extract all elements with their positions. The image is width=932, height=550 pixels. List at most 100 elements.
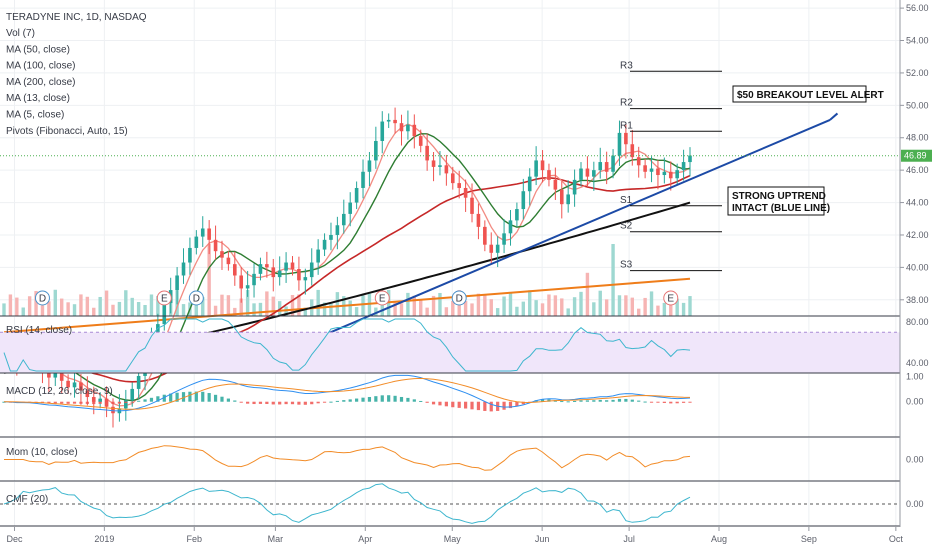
volume-bar-23 bbox=[149, 294, 154, 316]
candle-body-98 bbox=[630, 144, 635, 158]
volume-bar-32 bbox=[207, 244, 211, 316]
event-marker-0: D bbox=[34, 290, 50, 306]
event-marker-5: E bbox=[663, 290, 679, 306]
volume-bar-16 bbox=[104, 290, 109, 316]
ma200-line bbox=[3, 277, 691, 334]
candle-body-19 bbox=[124, 400, 128, 409]
macd-hist-12 bbox=[79, 401, 83, 404]
volume-bar-81 bbox=[521, 301, 526, 316]
macd-hist-52 bbox=[335, 400, 339, 402]
macd-line bbox=[3, 374, 691, 412]
volume-bar-93 bbox=[598, 290, 602, 316]
macd-hist-9 bbox=[60, 401, 64, 404]
volume-bar-11 bbox=[72, 304, 77, 316]
candle-body-70 bbox=[450, 173, 455, 184]
macd-hist-70 bbox=[451, 401, 455, 408]
macd-hist-78 bbox=[502, 401, 506, 410]
candle-body-93 bbox=[598, 162, 603, 171]
volume-bar-107 bbox=[688, 296, 692, 316]
event-marker-4: D bbox=[451, 290, 467, 306]
macd-hist-27 bbox=[175, 392, 179, 402]
macd-hist-64 bbox=[412, 399, 416, 402]
macd-hist-57 bbox=[367, 396, 372, 402]
macd-hist-43 bbox=[278, 401, 282, 405]
candle-body-37 bbox=[239, 275, 244, 289]
candle-body-107 bbox=[688, 155, 692, 163]
candle-body-44 bbox=[284, 262, 288, 271]
candle-body-106 bbox=[681, 162, 686, 171]
time-tick-label-7: Jul bbox=[623, 534, 635, 544]
candle-body-32 bbox=[207, 228, 211, 240]
time-tick-label-3: Mar bbox=[268, 534, 284, 544]
macd-hist-72 bbox=[464, 401, 468, 409]
macd-hist-20 bbox=[130, 401, 134, 403]
volume-bar-68 bbox=[438, 292, 442, 316]
candle-body-91 bbox=[585, 168, 590, 177]
macd-hist-102 bbox=[656, 401, 660, 403]
legend-entry-1: MA (50, close) bbox=[6, 44, 70, 55]
candle-body-80 bbox=[515, 209, 519, 221]
event-marker-label-3: E bbox=[379, 294, 386, 305]
time-tick-label-1: 2019 bbox=[94, 534, 114, 544]
macd-hist-79 bbox=[508, 401, 513, 409]
candle-body-43 bbox=[277, 270, 282, 278]
event-marker-circle-2 bbox=[188, 290, 204, 306]
time-axis bbox=[0, 527, 932, 550]
macd-hist-24 bbox=[156, 396, 160, 402]
macd-hist-73 bbox=[470, 401, 474, 410]
candle-body-84 bbox=[540, 160, 545, 171]
pivot-label-3: S1 bbox=[620, 195, 633, 206]
event-marker-circle-0 bbox=[34, 290, 50, 306]
volume-bar-88 bbox=[566, 308, 570, 316]
volume-bar-7 bbox=[47, 301, 51, 316]
volume-bar-99 bbox=[637, 308, 641, 316]
volume-bar-45 bbox=[290, 294, 295, 316]
candle-body-73 bbox=[470, 197, 474, 214]
candle-body-52 bbox=[335, 225, 340, 235]
macd-hist-19 bbox=[124, 401, 128, 403]
candle-body-20 bbox=[130, 388, 135, 401]
time-tick-label-6: Jun bbox=[535, 534, 550, 544]
volume-bar-55 bbox=[354, 307, 359, 316]
rsi-line bbox=[3, 318, 691, 372]
macd-hist-80 bbox=[515, 401, 519, 407]
volume-bar-86 bbox=[553, 295, 558, 316]
macd-hist-63 bbox=[406, 397, 410, 402]
rsi-label: RSI (14, close) bbox=[6, 325, 72, 336]
candle-body-13 bbox=[85, 390, 90, 398]
volume-bar-87 bbox=[560, 298, 564, 316]
candle-body-45 bbox=[290, 262, 295, 270]
volume-bar-18 bbox=[117, 301, 122, 316]
macd-hist-60 bbox=[387, 395, 391, 402]
volume-bar-94 bbox=[604, 299, 609, 316]
macd-hist-42 bbox=[271, 401, 275, 405]
macd-hist-107 bbox=[688, 401, 692, 403]
candle-body-102 bbox=[656, 168, 660, 176]
macd-hist-33 bbox=[213, 394, 218, 402]
candle-body-21 bbox=[136, 375, 141, 389]
volume-bar-65 bbox=[419, 299, 423, 316]
macd-tick-label-1: 0.00 bbox=[906, 397, 924, 407]
candle-body-78 bbox=[502, 233, 506, 245]
volume-bar-106 bbox=[681, 302, 686, 316]
candle-body-48 bbox=[309, 262, 314, 278]
macd-hist-91 bbox=[585, 400, 590, 402]
macd-hist-99 bbox=[637, 400, 641, 402]
volume-bar-73 bbox=[470, 303, 474, 316]
volume-bar-78 bbox=[502, 296, 506, 316]
macd-hist-30 bbox=[194, 391, 198, 402]
volume-bar-92 bbox=[592, 302, 596, 316]
macd-hist-47 bbox=[303, 401, 307, 405]
pivot-label-0: R3 bbox=[620, 60, 633, 71]
candle-body-56 bbox=[361, 171, 365, 188]
candle-body-17 bbox=[111, 406, 115, 414]
volume-bar-54 bbox=[348, 300, 352, 316]
candle-body-89 bbox=[572, 179, 577, 195]
macd-hist-68 bbox=[438, 401, 442, 406]
volume-bar-44 bbox=[284, 306, 288, 316]
event-marker-circle-5 bbox=[663, 290, 679, 306]
volume-bar-76 bbox=[489, 299, 493, 316]
candle-body-35 bbox=[226, 257, 231, 265]
volume-bar-35 bbox=[226, 295, 231, 316]
annotation-breakout: $50 BREAKOUT LEVEL ALERT bbox=[732, 85, 884, 103]
